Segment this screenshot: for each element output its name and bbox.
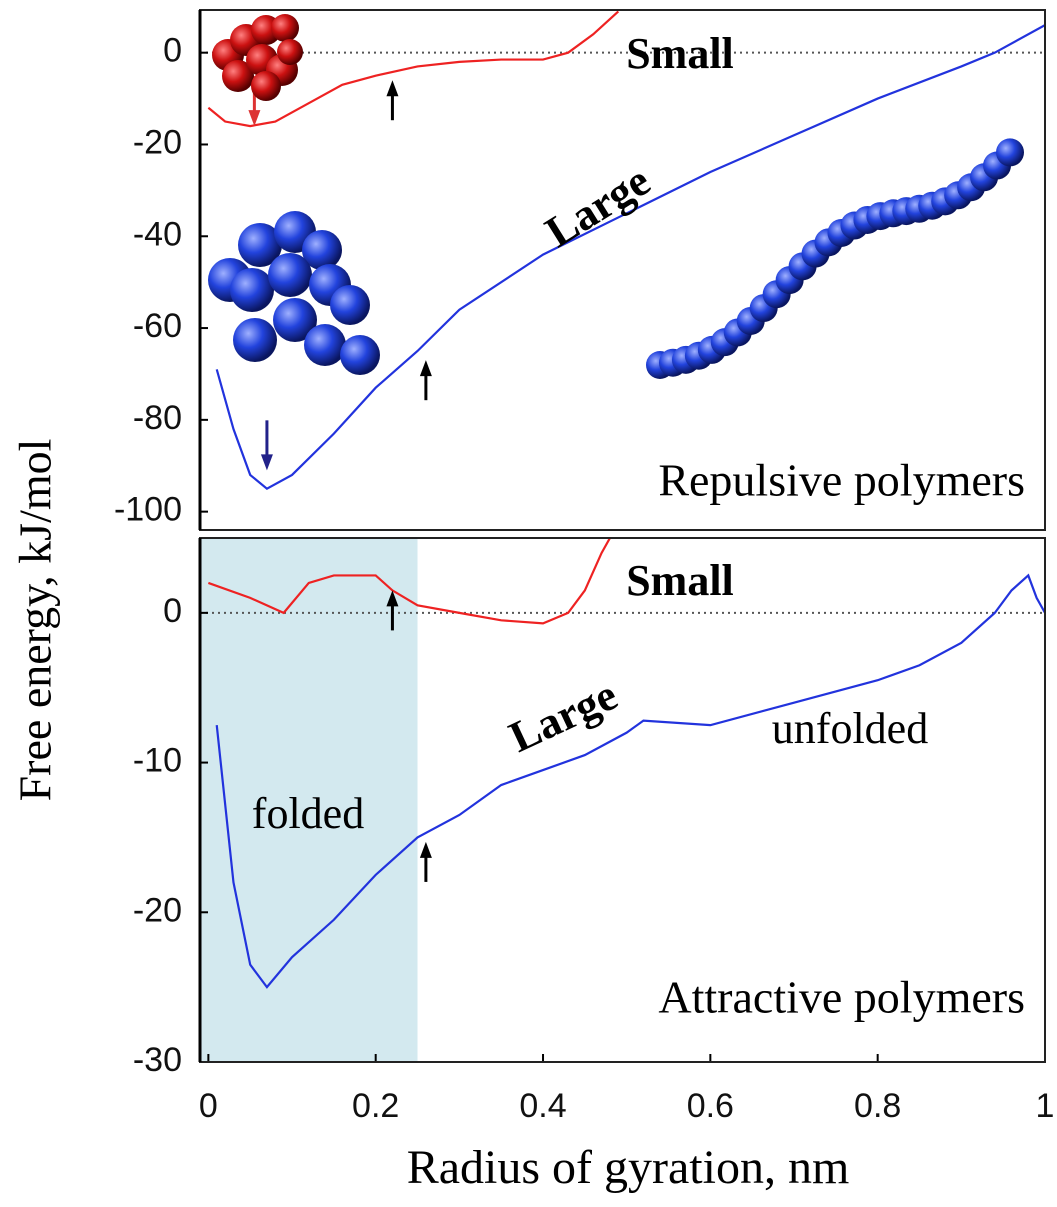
y-tick-label: -30 xyxy=(133,1041,182,1079)
x-tick-label: 1 xyxy=(1036,1087,1055,1125)
panel-label: Repulsive polymers xyxy=(658,455,1025,506)
x-tick-label: 0.2 xyxy=(352,1087,399,1125)
x-tick-label: 0 xyxy=(199,1087,218,1125)
molecule-large-folded xyxy=(208,211,380,375)
series-line xyxy=(207,538,611,625)
y-tick-label: -10 xyxy=(133,742,182,780)
x-tick-label: 0.8 xyxy=(854,1087,901,1125)
bead xyxy=(996,138,1024,167)
series-line xyxy=(215,24,1045,491)
y-tick-label: -20 xyxy=(133,891,182,929)
arrow-head xyxy=(248,110,261,127)
x-tick-label: 0.6 xyxy=(687,1087,734,1125)
series-label: Small xyxy=(626,556,734,605)
region-label: unfolded xyxy=(772,704,928,753)
molecule-small-folded xyxy=(212,14,303,101)
series-label: Large xyxy=(502,670,625,762)
region-label: folded xyxy=(252,789,364,838)
y-tick-label: -40 xyxy=(133,215,182,253)
x-axis-label: Radius of gyration, nm xyxy=(407,1141,850,1194)
series-line xyxy=(215,573,1045,989)
arrow-head xyxy=(386,80,399,97)
series-label: Large xyxy=(537,156,658,257)
shaded-region xyxy=(200,538,418,1062)
series-label: Small xyxy=(626,29,734,78)
x-tick-label: 0.4 xyxy=(519,1087,566,1125)
y-tick-label: -60 xyxy=(133,307,182,345)
y-axis-label: Free energy, kJ/mol xyxy=(10,439,61,802)
arrow-head xyxy=(419,841,432,858)
molecule-large-unfolded xyxy=(646,138,1024,379)
y-tick-label: -80 xyxy=(133,399,182,437)
panel-label: Attractive polymers xyxy=(658,972,1025,1023)
arrow-head xyxy=(419,360,432,377)
arrow-head xyxy=(260,454,273,471)
y-tick-label: -100 xyxy=(114,491,182,529)
y-tick-label: 0 xyxy=(163,32,182,70)
arrow-head xyxy=(386,590,399,607)
y-tick-label: 0 xyxy=(163,592,182,630)
y-tick-label: -20 xyxy=(133,123,182,161)
